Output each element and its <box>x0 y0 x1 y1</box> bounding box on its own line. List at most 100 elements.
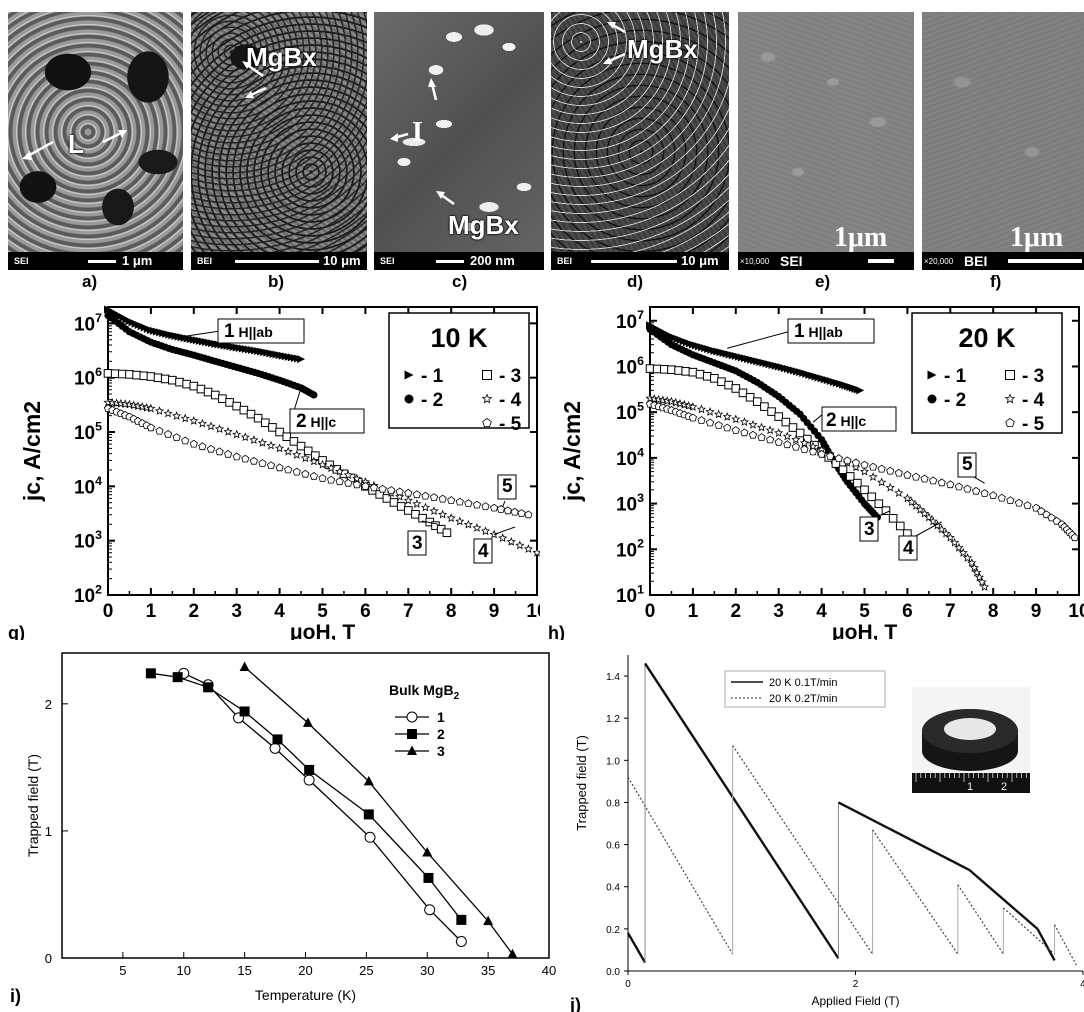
data-point-series-5 <box>800 445 809 453</box>
data-point-series-4 <box>420 502 431 512</box>
data-point-series-3 <box>168 375 177 385</box>
mode-label: BEI <box>197 256 213 266</box>
data-point-series-3 <box>232 401 241 411</box>
y-tick-label: 106 <box>616 354 644 379</box>
data-point-series-5 <box>911 472 921 481</box>
x-tick-label: 2 <box>853 979 859 990</box>
data-point-series-3 <box>767 407 776 416</box>
y-tick-label: 2 <box>45 697 52 712</box>
data-point-series-5 <box>826 452 835 460</box>
y-tick-label: 104 <box>616 445 644 470</box>
legend-marker-4 <box>481 393 493 404</box>
data-point-series-4 <box>649 394 659 403</box>
y-tick-label: 0.8 <box>606 798 620 809</box>
legend-label: - 5 <box>1022 414 1045 435</box>
data-point-series-4 <box>876 477 887 487</box>
annotation-box <box>289 408 365 434</box>
legend-label: 1 <box>437 709 445 725</box>
data-point-series-4 <box>924 512 934 522</box>
ruler-label: 2 <box>1001 781 1007 793</box>
data-point-series-4 <box>249 435 259 444</box>
annotation-label: 4 <box>478 541 489 562</box>
x-tick-label: 9 <box>1031 601 1042 622</box>
data-point-series-4 <box>137 402 147 411</box>
x-tick-label: 0 <box>625 979 631 990</box>
annotation-arrow <box>911 521 942 539</box>
data-point-series-3 <box>867 492 876 502</box>
data-point-series-4 <box>705 407 715 416</box>
series-line-0.1T <box>644 662 840 960</box>
data-point-series-4 <box>885 482 895 492</box>
y-tick-label: 1.4 <box>606 672 620 683</box>
y-tick-label: 107 <box>74 311 102 336</box>
data-point-series-3 <box>667 365 676 374</box>
data-point-series-4 <box>748 419 758 429</box>
data-point-series-5 <box>327 475 336 484</box>
data-point-series-4 <box>950 537 960 547</box>
data-point-series-4 <box>446 513 456 523</box>
data-point-series-4 <box>455 516 465 526</box>
data-point-series-4 <box>722 411 732 421</box>
series-line-0.2T <box>627 776 734 955</box>
data-point-series-4 <box>206 421 216 431</box>
data-point-series-3 <box>363 775 374 786</box>
legend-marker-3 <box>1005 370 1015 380</box>
data-point-series-4 <box>894 488 904 497</box>
data-point-series-4 <box>662 396 672 405</box>
data-point-series-3 <box>674 366 683 375</box>
scale-bar: ×20,000 BEI <box>922 252 1084 270</box>
data-point-series-5 <box>258 459 267 467</box>
x-tick-label: 10 <box>177 963 191 978</box>
ruler-label: 1 <box>967 781 973 793</box>
data-point-series-4 <box>133 401 143 411</box>
x-tick-label: 35 <box>481 963 495 978</box>
data-point-series-5 <box>774 437 783 446</box>
panel-letter-a: a) <box>82 272 98 291</box>
data-point-series-5 <box>903 470 912 479</box>
x-tick-label: 25 <box>359 963 373 978</box>
data-point-series-5 <box>791 442 800 451</box>
data-point-series-5 <box>412 490 421 499</box>
legend-marker-5 <box>482 418 492 428</box>
data-point-series-4 <box>969 562 979 572</box>
label-MgBx: MgBx <box>246 42 317 72</box>
mode-label: BEI <box>557 256 573 266</box>
data-point-series-5 <box>387 486 396 494</box>
series-line-0.1T <box>837 801 970 871</box>
data-point-series-5 <box>1032 503 1041 512</box>
label-MgBx: MgBx <box>627 34 698 64</box>
data-point-series-4 <box>958 548 968 557</box>
data-point-series-4 <box>154 406 165 415</box>
legend-label: 3 <box>437 743 445 759</box>
label-I: I <box>412 117 423 148</box>
scale-label: 1 μm <box>122 253 153 268</box>
annotation-box <box>787 318 875 344</box>
legend-title: 20 K <box>958 323 1016 353</box>
data-point-series-3 <box>175 377 184 387</box>
data-point-series-4 <box>232 429 242 439</box>
x-tick-label: 3 <box>773 601 784 622</box>
annotation-arrow <box>727 330 792 349</box>
data-point-series-2 <box>304 764 315 775</box>
data-point-series-3 <box>874 499 884 509</box>
data-point-series-3 <box>752 397 762 406</box>
data-point-series-4 <box>756 422 767 432</box>
x-tick-label: 5 <box>859 601 870 622</box>
data-point-series-3 <box>246 409 256 419</box>
data-point-series-5 <box>447 496 456 504</box>
data-point-series-5 <box>490 503 499 512</box>
data-point-series-3 <box>103 369 113 378</box>
data-point-series-5 <box>249 456 258 465</box>
legend-box <box>388 312 530 429</box>
magnification-label: ×10,000 <box>740 257 770 266</box>
data-point-series-5 <box>1052 516 1061 525</box>
y-tick-label: 107 <box>616 308 644 333</box>
data-point-series-4 <box>941 528 951 538</box>
data-point-series-3 <box>724 380 733 390</box>
legend-box <box>724 670 886 708</box>
data-point-series-3 <box>189 381 199 391</box>
data-point-series-4 <box>859 466 870 476</box>
data-point-series-5 <box>714 421 723 429</box>
data-point-series-5 <box>1042 510 1051 519</box>
data-point-series-5 <box>361 482 370 490</box>
